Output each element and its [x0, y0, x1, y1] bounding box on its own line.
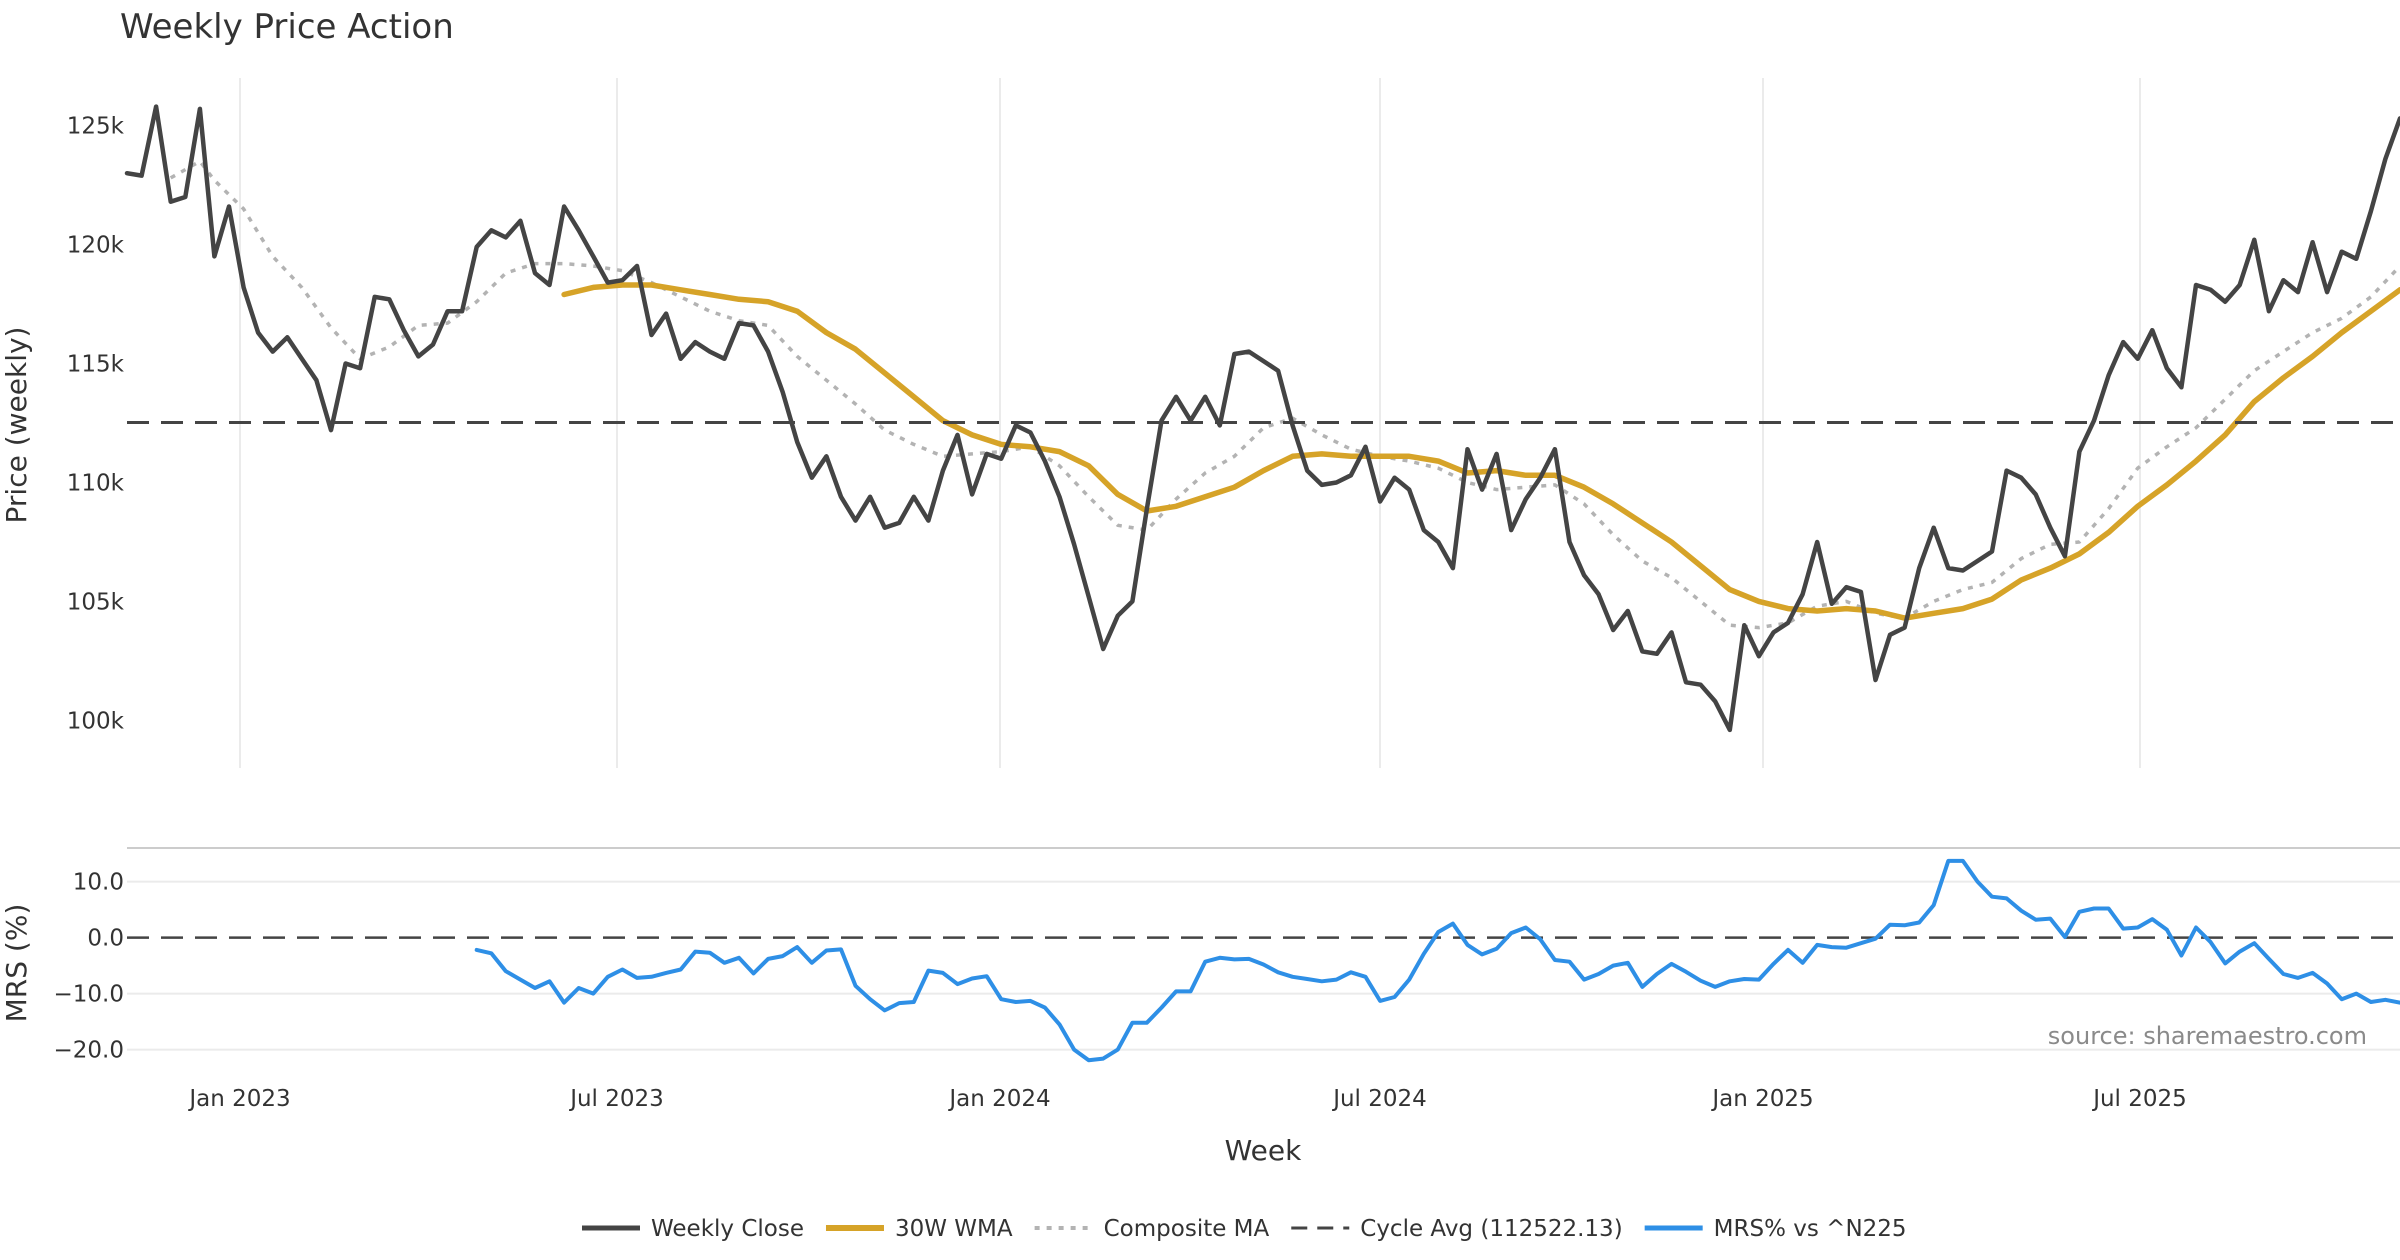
- x-tick-label: Jan 2025: [1710, 1086, 1813, 1112]
- price-y-axis: 100k 105k 110k 115k 120k 125k: [67, 114, 125, 735]
- mrs-y-axis: −20.0 −10.0 0.0 10.0: [54, 870, 124, 1064]
- legend-item: MRS% vs ^N225: [1644, 1216, 1907, 1242]
- x-tick-label: Jul 2024: [1331, 1086, 1427, 1112]
- legend-item: Weekly Close: [582, 1216, 804, 1242]
- x-tick-label: Jan 2023: [187, 1086, 290, 1112]
- mrs-series-group: [474, 858, 2400, 1063]
- legend-label: Weekly Close: [651, 1216, 804, 1242]
- series-mrs-line: [474, 858, 2400, 1063]
- mrs-y-axis-title: MRS (%): [0, 904, 33, 1023]
- legend-item: 30W WMA: [825, 1216, 1013, 1242]
- mrs-y-tick-label: −10.0: [54, 982, 124, 1008]
- series-30w-wma-line: [561, 282, 2400, 621]
- price-series-group: [124, 104, 2400, 733]
- price-y-tick-label: 100k: [67, 708, 125, 734]
- legend-label: Composite MA: [1104, 1216, 1270, 1242]
- x-tick-label: Jul 2025: [2091, 1086, 2187, 1112]
- legend-label: 30W WMA: [895, 1216, 1013, 1242]
- price-y-tick-label: 105k: [67, 589, 125, 615]
- legend-item: Cycle Avg (112522.13): [1291, 1216, 1623, 1242]
- x-tick-label: Jan 2024: [947, 1086, 1050, 1112]
- price-y-tick-label: 125k: [67, 114, 125, 140]
- chart-title: Weekly Price Action: [120, 7, 454, 47]
- x-axis-title: Week: [1225, 1134, 1302, 1167]
- legend-label: MRS% vs ^N225: [1714, 1216, 1907, 1242]
- legend-label: Cycle Avg (112522.13): [1360, 1216, 1622, 1242]
- legend: Weekly Close 30W WMA Composite MA Cycle Avg…: [582, 1216, 1907, 1242]
- price-y-tick-label: 120k: [67, 233, 125, 259]
- legend-item: Composite MA: [1034, 1216, 1270, 1242]
- mrs-y-tick-label: 0.0: [87, 926, 124, 952]
- mrs-y-tick-label: 10.0: [73, 870, 124, 896]
- source-label: source: sharemaestro.com: [2048, 1022, 2367, 1050]
- series-weekly-close-line: [124, 104, 2400, 733]
- price-y-tick-label: 115k: [67, 352, 125, 378]
- x-axis: Jan 2023 Jul 2023 Jan 2024 Jul 2024 Jan 2025…: [187, 1086, 2186, 1112]
- x-tick-label: Jul 2023: [568, 1086, 664, 1112]
- price-y-tick-label: 110k: [67, 470, 125, 496]
- price-y-axis-title: Price (weekly): [0, 327, 33, 524]
- mrs-y-tick-label: −20.0: [54, 1038, 124, 1064]
- mrs-grid: [127, 880, 2400, 1051]
